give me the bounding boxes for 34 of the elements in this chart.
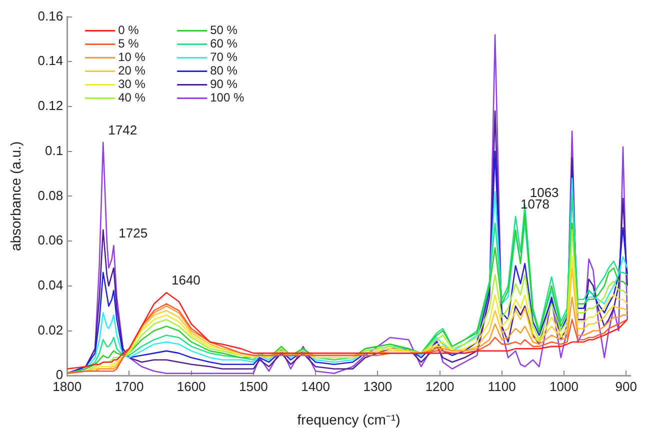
legend-label: 5 % xyxy=(118,36,140,51)
x-tick-label: 1300 xyxy=(363,378,392,394)
legend-label: 20 % xyxy=(118,64,146,78)
legend-label: 90 % xyxy=(210,77,238,92)
legend-label: 0 % xyxy=(118,23,140,38)
legend-label: 80 % xyxy=(210,64,238,78)
legend-label: 60 % xyxy=(210,36,238,51)
x-tick-label: 1600 xyxy=(176,378,206,394)
x-axis-title: frequency (cm⁻¹) xyxy=(297,411,400,428)
y-axis-title: absorbance (a.u.) xyxy=(7,141,24,252)
y-tick-label: 0.06 xyxy=(38,232,64,248)
legend-label: 70 % xyxy=(210,50,238,64)
y-tick-label: 0.16 xyxy=(38,8,64,24)
y-tick-label: 0.02 xyxy=(38,322,64,338)
x-tick-label: 1100 xyxy=(488,378,516,394)
legend-label: 30 % xyxy=(118,77,146,92)
x-tick-label: 1500 xyxy=(238,378,268,394)
annotation: 1742 xyxy=(108,122,138,138)
legend-label: 50 % xyxy=(210,23,238,38)
x-tick-label: 900 xyxy=(615,378,637,394)
x-tick-label: 1200 xyxy=(425,378,454,394)
y-tick-label: 0.1 xyxy=(45,142,64,158)
legend-label: 10 % xyxy=(118,50,146,64)
y-tick-label: 0.14 xyxy=(38,53,64,68)
x-tick-label: 1400 xyxy=(301,378,330,394)
y-tick-label: 0.12 xyxy=(38,98,64,114)
annotation: 1640 xyxy=(171,272,200,288)
x-tick-label: 1700 xyxy=(114,378,144,394)
x-tick-label: 1000 xyxy=(550,378,578,394)
y-tick-label: 0.04 xyxy=(38,277,64,292)
y-tick-label: 0.08 xyxy=(38,188,64,203)
legend-label: 100 % xyxy=(210,90,244,105)
annotation: 1725 xyxy=(118,226,148,241)
legend-label: 40 % xyxy=(118,90,146,105)
